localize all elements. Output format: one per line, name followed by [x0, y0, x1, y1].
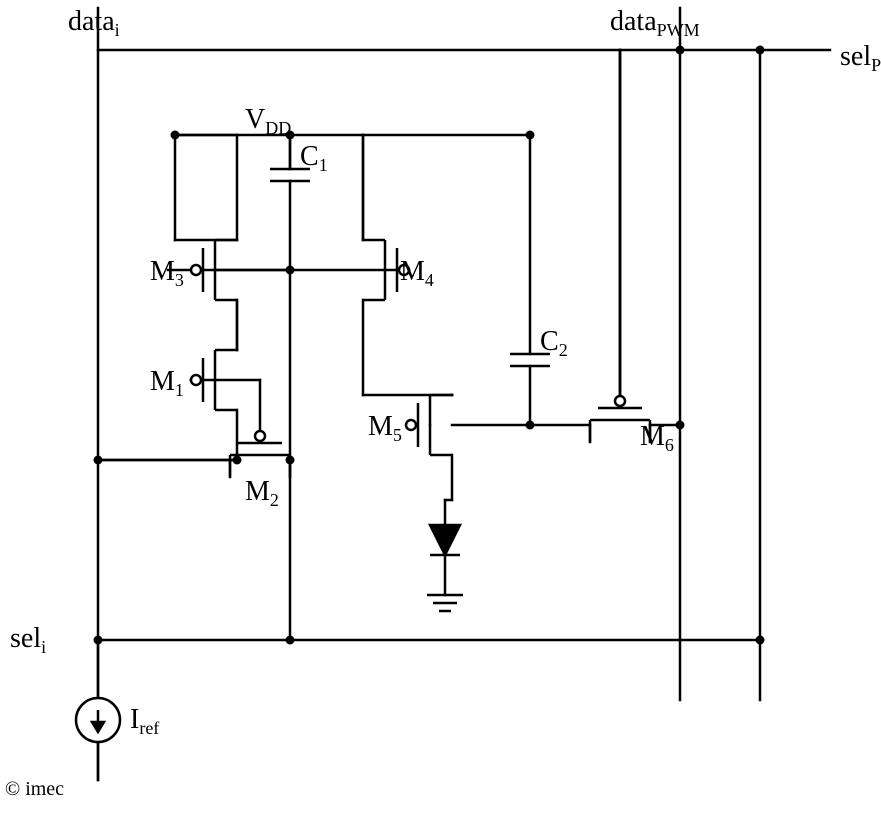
copyright: © imec [5, 778, 64, 800]
label-data-pwm: dataPWM [610, 6, 700, 40]
label-c2: C2 [540, 326, 568, 360]
label-iref: Iref [130, 704, 159, 738]
label-data-i: datai [68, 6, 120, 40]
label-sel-i: seli [10, 623, 46, 657]
circuit-schematic: dataidataPWMselPWMseliVDDC1C2M3M1M2M4M5M… [0, 0, 881, 813]
label-m5: M5 [368, 411, 402, 445]
label-m3: M3 [150, 256, 184, 290]
label-sel-pwm: selPWM [840, 41, 881, 75]
label-m4: M4 [400, 256, 434, 290]
label-c1: C1 [300, 141, 328, 175]
label-vdd: VDD [245, 104, 291, 138]
label-m2: M2 [245, 476, 279, 510]
label-m1: M1 [150, 366, 184, 400]
